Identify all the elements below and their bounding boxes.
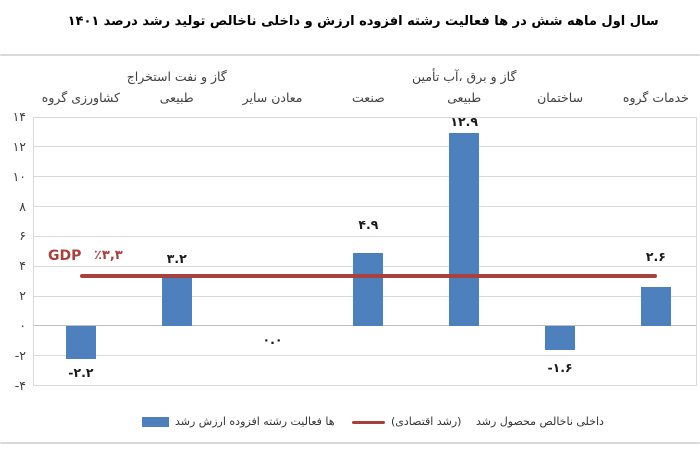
y-tick-label: ۱۰: [12, 168, 26, 184]
gridline: [33, 355, 696, 357]
category-label: صنعت: [352, 90, 385, 105]
gridline: [33, 235, 696, 237]
gridline: [33, 176, 696, 178]
legend: ها فعالیت رشته افزوده ارزش رشد (رشد اقتص…: [0, 412, 700, 434]
bar: [545, 325, 576, 350]
legend-line-label-paren: (رشد اقتصادی): [391, 415, 462, 428]
plot-border-left: [33, 117, 34, 386]
legend-bar-label: ها فعالیت رشته افزوده ارزش رشد: [175, 415, 335, 428]
bar: [161, 278, 192, 326]
gridline: [33, 206, 696, 207]
title-segment: ۱۴۰۱: [67, 14, 100, 29]
y-tick-label: ۴: [19, 258, 26, 274]
bar-value-label: -۱.۶: [547, 359, 573, 375]
x-axis-line: [33, 325, 696, 327]
legend-line-label: داخلی ناخالص محصول رشد: [476, 415, 604, 428]
bar: [640, 287, 671, 326]
bar: [449, 133, 480, 326]
bar: [353, 252, 384, 326]
y-tick-label: ۶: [19, 228, 26, 244]
bar-value-label: ۳.۲: [166, 251, 187, 267]
gridline: [33, 146, 696, 148]
bar-value-label: ۱۲.۹: [450, 114, 479, 130]
bottom-separator: [0, 442, 700, 444]
category-label: گاز و نفت استخراج طبیعی: [126, 69, 227, 105]
top-separator: [0, 54, 700, 56]
y-tick-label: ۱۲: [12, 138, 26, 154]
bar: [65, 325, 96, 359]
bar-value-label: -۲.۲: [68, 364, 94, 380]
bar-value-label: ۲.۶: [645, 249, 666, 265]
y-tick-label: -۴: [14, 377, 26, 393]
category-label: معادن سایر: [242, 90, 303, 105]
y-tick-label: ۰: [19, 317, 26, 333]
legend-line-swatch: [352, 420, 385, 424]
y-tick-label: ۸: [19, 198, 26, 214]
gridline: [33, 385, 696, 386]
category-label: گاز و برق ،آب تأمین طبیعی: [412, 69, 517, 105]
gdp-value: ٪۳,۳: [94, 248, 123, 263]
y-tick-label: -۲: [14, 347, 26, 363]
y-tick-label: ۲: [19, 288, 26, 303]
category-label: خدمات گروه: [622, 90, 689, 105]
plot-border-right: [696, 117, 697, 386]
legend-bar-swatch: [142, 417, 169, 427]
bar-value-label: ۰.۰: [262, 331, 283, 347]
category-label: کشاورزی گروه: [41, 90, 121, 105]
gridline: [33, 116, 696, 118]
category-label: ساختمان: [537, 90, 584, 105]
gdp-line: [80, 274, 657, 278]
gdp-label: GDP: [48, 248, 82, 264]
bar-value-label: ۴.۹: [358, 216, 379, 232]
y-tick-label: ۱۴: [12, 109, 26, 124]
title-segment: سال اول ماهه شش در ها فعالیت رشته افزوده…: [103, 14, 659, 29]
